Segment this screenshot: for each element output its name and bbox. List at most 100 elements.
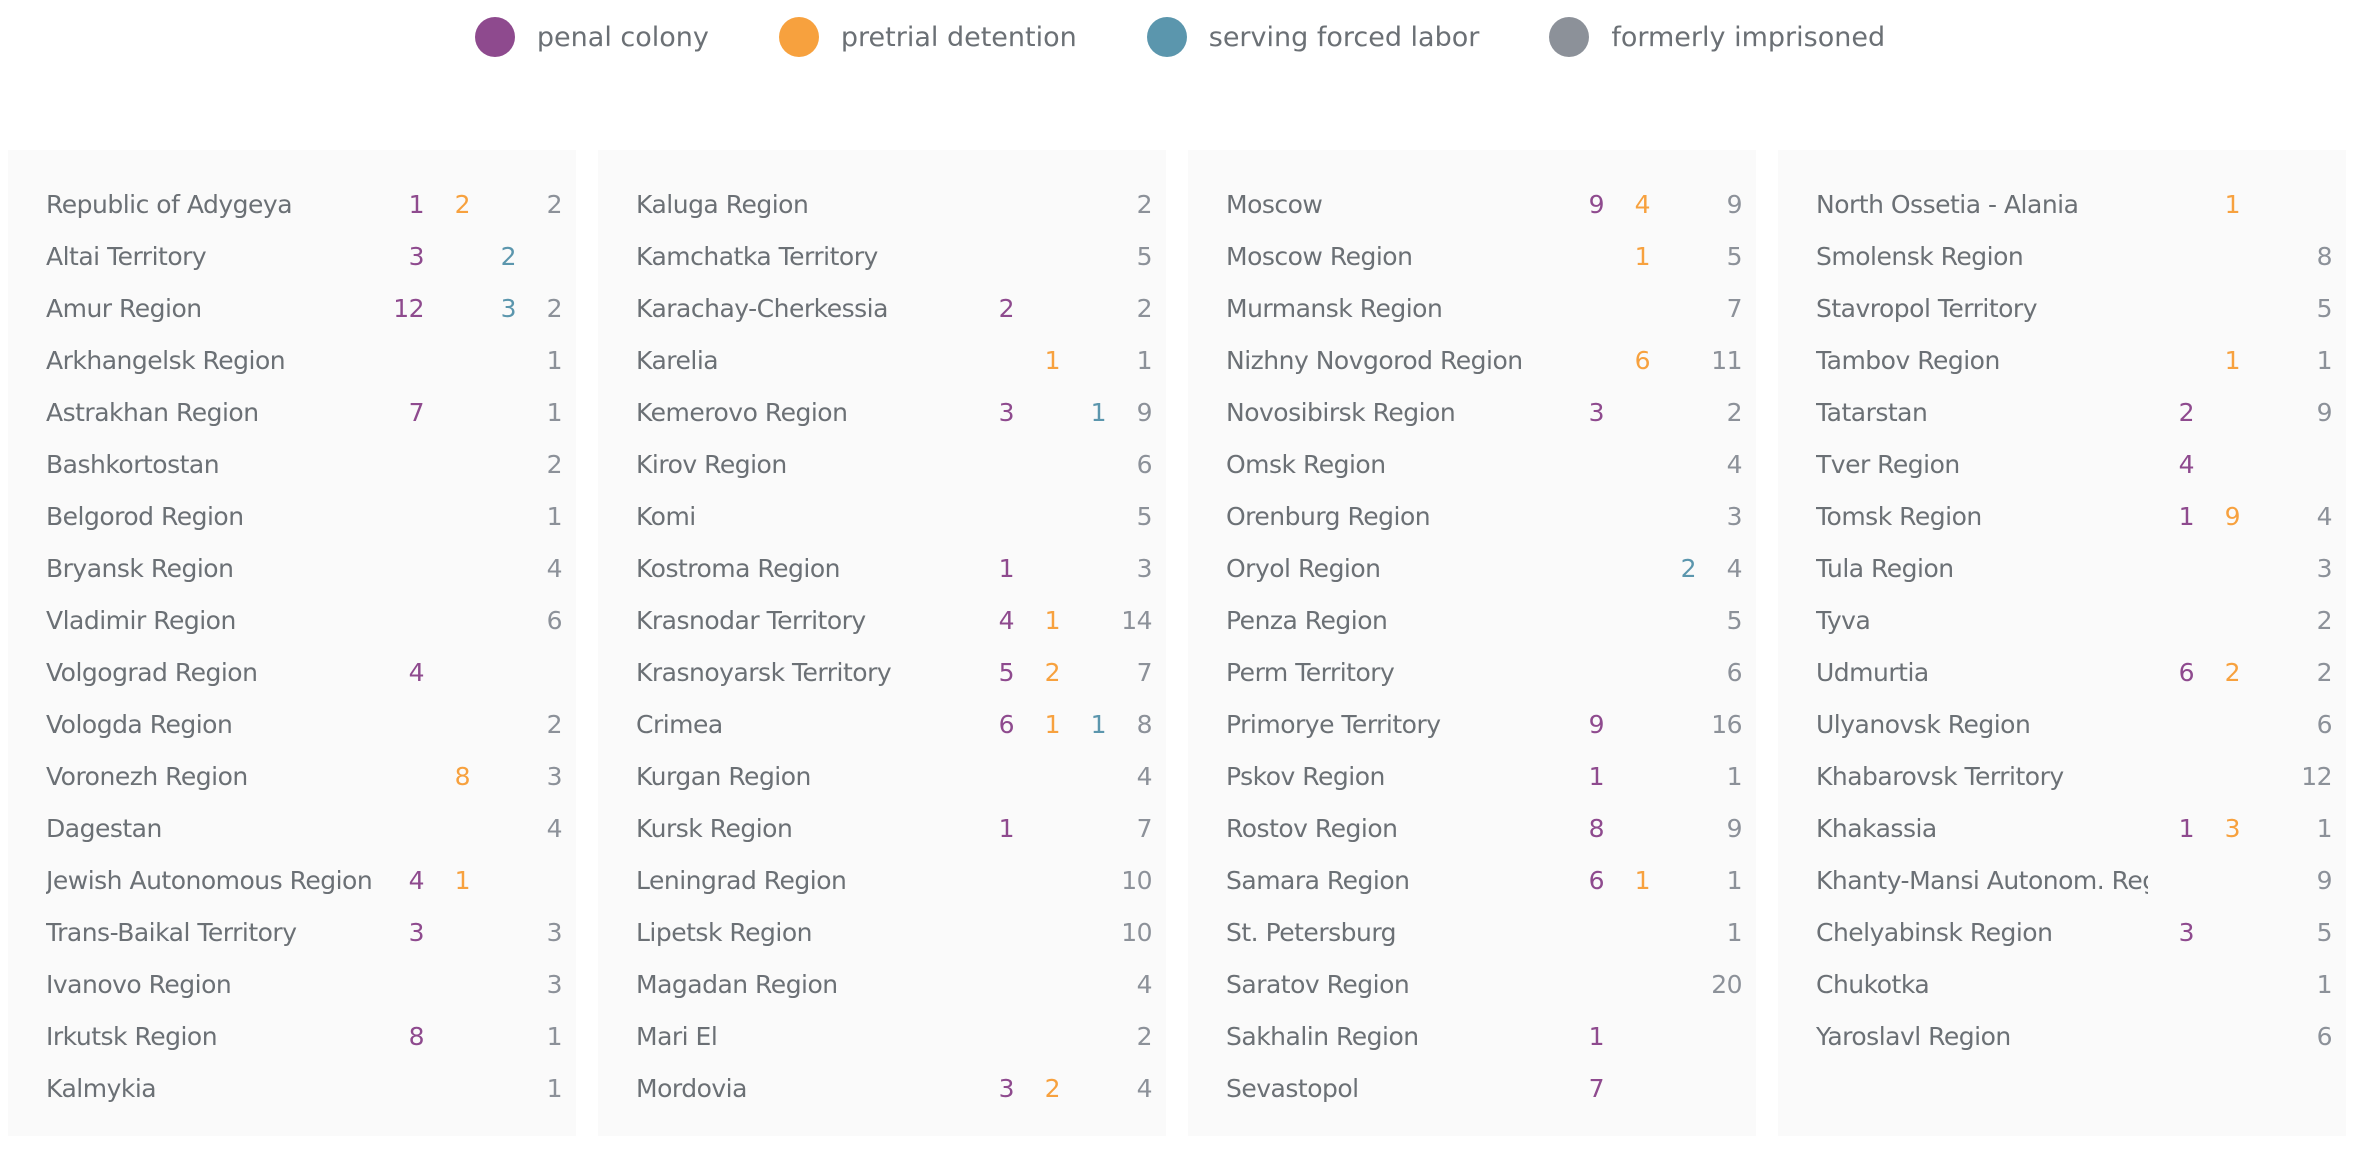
count-cell: 4	[546, 553, 563, 583]
region-row: Tyva 2	[1816, 594, 2333, 646]
count-cell: 1	[1726, 761, 1743, 791]
region-name: Yaroslavl Region	[1816, 1021, 2011, 1051]
region-row: Smolensk Region 8	[1816, 230, 2333, 282]
region-name: Karachay-Cherkessia	[636, 293, 888, 323]
region-row: Krasnoyarsk Territory 5 2 7	[636, 646, 1153, 698]
count-cell: 9	[1726, 189, 1743, 219]
region-name: Jewish Autonomous Region	[46, 865, 373, 895]
region-row: Khanty-Mansi Autonom. Region 9	[1816, 854, 2333, 906]
count-cell: 2	[546, 189, 563, 219]
legend-label: pretrial detention	[840, 21, 1077, 53]
count-cell: 4	[2316, 501, 2333, 531]
count-cell: 1	[546, 1021, 563, 1051]
region-name: Dagestan	[46, 813, 162, 843]
count-cell: 5	[998, 657, 1015, 687]
region-row: Tula Region 3	[1816, 542, 2333, 594]
count-cell: 6	[546, 605, 563, 635]
region-name: Kursk Region	[636, 813, 793, 843]
legend-swatch	[1549, 17, 1590, 57]
count-cell: 4	[546, 813, 563, 843]
count-cell: 1	[1634, 241, 1651, 271]
count-cell: 2	[2224, 657, 2241, 687]
count-cell: 1	[1090, 709, 1107, 739]
region-row: Tver Region 4	[1816, 438, 2332, 490]
region-row: Crimea 6 1 1 8	[636, 698, 1153, 750]
region-row: Vologda Region 2	[46, 698, 563, 750]
region-row: Vladimir Region 6	[46, 594, 563, 646]
count-cell: 3	[2316, 553, 2333, 583]
region-name: North Ossetia - Alania	[1816, 189, 2079, 219]
count-cell: 4	[1726, 553, 1743, 583]
region-name: Trans-Baikal Territory	[46, 917, 297, 947]
count-cell: 1	[546, 1073, 563, 1103]
count-cell: 3	[546, 917, 563, 947]
region-name: Sevastopol	[1226, 1073, 1359, 1103]
region-name: Kirov Region	[636, 449, 787, 479]
region-name: Vologda Region	[46, 709, 233, 739]
region-name: Smolensk Region	[1816, 241, 2024, 271]
count-cell: 6	[2316, 1021, 2333, 1051]
legend-label: formerly imprisoned	[1611, 21, 1886, 53]
count-cell: 4	[1136, 761, 1153, 791]
region-row: Tomsk Region 1 9 4	[1816, 490, 2333, 542]
region-row: Chukotka 1	[1816, 958, 2333, 1010]
count-cell: 2	[546, 449, 563, 479]
count-cell: 2	[2316, 605, 2333, 635]
region-name: Astrakhan Region	[46, 397, 259, 427]
count-cell: 2	[1136, 293, 1153, 323]
region-row: Altai Territory 3 2	[46, 230, 562, 282]
region-name: Kurgan Region	[636, 761, 811, 791]
count-cell: 5	[2316, 293, 2333, 323]
region-name: Kostroma Region	[636, 553, 841, 583]
region-name: Murmansk Region	[1226, 293, 1443, 323]
region-row: Mordovia 3 2 4	[636, 1062, 1153, 1114]
region-row: Penza Region 5	[1226, 594, 1743, 646]
region-row: Samara Region 6 1 1	[1226, 854, 1743, 906]
region-name: Khanty-Mansi Autonom. Region	[1816, 865, 2148, 895]
region-name: Khakassia	[1816, 813, 1937, 843]
count-cell: 5	[1136, 501, 1153, 531]
count-cell: 6	[1588, 865, 1605, 895]
count-cell: 1	[1726, 865, 1743, 895]
legend-swatch	[474, 17, 515, 57]
count-cell: 1	[1588, 1021, 1605, 1051]
region-name: Chelyabinsk Region	[1816, 917, 2053, 947]
region-row: Karelia 1 1	[636, 334, 1153, 386]
count-cell: 4	[998, 605, 1015, 635]
count-cell: 2	[1136, 189, 1153, 219]
count-cell: 7	[1726, 293, 1743, 323]
count-cell: 5	[1136, 241, 1153, 271]
region-name: Rostov Region	[1226, 813, 1398, 843]
region-row: Trans-Baikal Territory 3 3	[46, 906, 563, 958]
count-cell: 5	[2316, 917, 2333, 947]
region-row: Bashkortostan 2	[46, 438, 563, 490]
region-name: Krasnodar Territory	[636, 605, 866, 635]
region-row: Kurgan Region 4	[636, 750, 1153, 802]
region-name: Irkutsk Region	[46, 1021, 218, 1051]
region-row: Lipetsk Region 10	[636, 906, 1153, 958]
region-row: Omsk Region 4	[1226, 438, 1743, 490]
region-name: Mordovia	[636, 1073, 747, 1103]
region-name: Kamchatka Territory	[636, 241, 878, 271]
count-cell: 9	[1136, 397, 1153, 427]
count-cell: 2	[500, 241, 517, 271]
region-row: Astrakhan Region 7 1	[46, 386, 563, 438]
count-cell: 4	[2178, 449, 2195, 479]
region-name: Novosibirsk Region	[1226, 397, 1456, 427]
count-cell: 3	[998, 1073, 1015, 1103]
region-row: Jewish Autonomous Region 4 1	[46, 854, 562, 906]
count-cell: 1	[2178, 501, 2195, 531]
region-row: Ivanovo Region 3	[46, 958, 563, 1010]
region-name: Volgograd Region	[46, 657, 258, 687]
count-cell: 6	[998, 709, 1015, 739]
count-cell: 1	[2316, 969, 2333, 999]
column-panel: Republic of Adygeya 1 2 2 Altai Territory 3 2 A…	[8, 150, 576, 1136]
region-name: Tomsk Region	[1816, 501, 1982, 531]
count-cell: 9	[2316, 397, 2333, 427]
region-row: Chelyabinsk Region 3 5	[1816, 906, 2333, 958]
region-name: Saratov Region	[1226, 969, 1410, 999]
count-cell: 9	[1588, 189, 1605, 219]
region-name: Tula Region	[1816, 553, 1954, 583]
region-name: Belgorod Region	[46, 501, 244, 531]
count-cell: 8	[2316, 241, 2333, 271]
